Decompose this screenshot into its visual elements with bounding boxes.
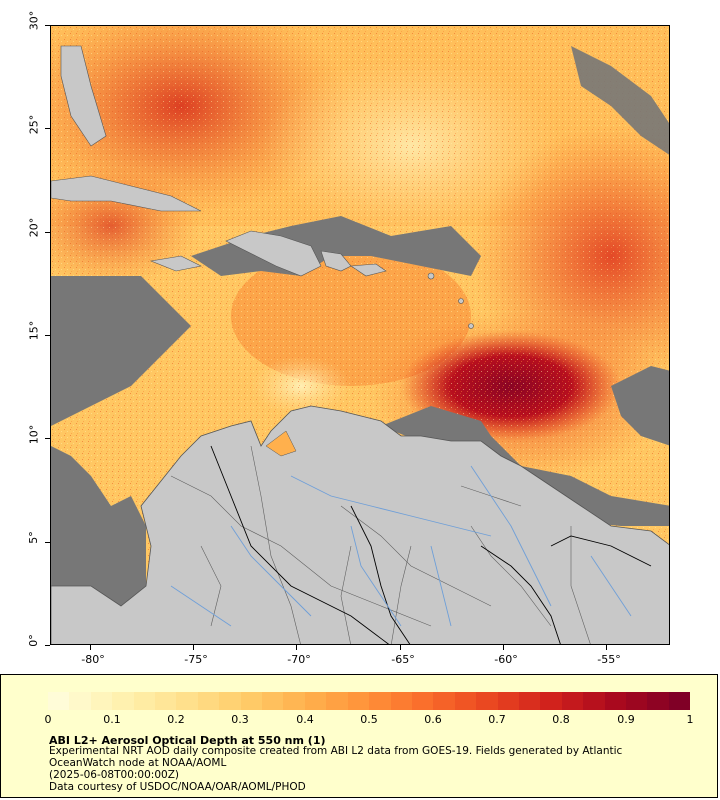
caribbean-islands <box>51 45 474 329</box>
legend-timestamp: (2025-06-08T00:00:00Z) <box>49 769 179 781</box>
colorbar-cell <box>540 692 562 710</box>
colorbar <box>48 692 691 710</box>
lat-label-10: 10° <box>27 424 41 445</box>
aod-map[interactable] <box>50 25 670 645</box>
lon-tick-mark <box>503 645 504 650</box>
colorbar-cell <box>390 692 412 710</box>
scale-tick-2: 0.2 <box>167 713 185 726</box>
lon-tick-mark <box>90 645 91 650</box>
lat-tick-mark <box>45 231 50 233</box>
lat-tick-mark <box>45 128 50 130</box>
lat-label-5: 5° <box>26 531 40 544</box>
scale-tick-1: 0.1 <box>103 713 121 726</box>
lon-label-55: -55° <box>597 653 621 666</box>
colorbar-cell <box>90 692 113 710</box>
scale-tick-9: 0.9 <box>617 713 635 726</box>
lon-tick-mark <box>606 645 607 650</box>
scale-tick-7: 0.7 <box>488 713 506 726</box>
colorbar-cell <box>48 692 70 710</box>
lon-tick-mark <box>296 645 297 650</box>
colorbar-cell <box>411 692 434 710</box>
colorbar-cell <box>476 692 498 710</box>
scale-tick-6: 0.6 <box>424 713 442 726</box>
colorbar-cell <box>625 692 648 710</box>
colorbar-cell <box>518 692 541 710</box>
lat-label-30: 30° <box>27 10 41 31</box>
colorbar-cell <box>647 692 669 710</box>
colorbar-cell <box>304 692 327 710</box>
colorbar-cell <box>176 692 198 710</box>
scale-tick-8: 0.8 <box>552 713 570 726</box>
colorbar-cell <box>133 692 156 710</box>
colorbar-cell <box>583 692 605 710</box>
legend-panel: 0 0.1 0.2 0.3 0.4 0.5 0.6 0.7 0.8 0.9 1 … <box>0 674 718 798</box>
legend-credit: Data courtesy of USDOC/NOAA/OAR/AOML/PHO… <box>49 781 306 793</box>
lon-tick-mark <box>193 645 194 650</box>
lat-label-15: 15° <box>27 320 41 341</box>
lon-tick-mark <box>400 645 401 650</box>
colorbar-cell <box>561 692 584 710</box>
lon-label-80: -80° <box>81 653 105 666</box>
lat-label-0: 0° <box>26 634 40 647</box>
scale-tick-3: 0.3 <box>231 713 249 726</box>
scale-tick-0: 0 <box>44 713 52 726</box>
colorbar-cell <box>240 692 263 710</box>
lat-tick-mark <box>45 438 50 440</box>
lon-label-60: -60° <box>494 653 518 666</box>
lon-label-70: -70° <box>287 653 311 666</box>
scale-tick-5: 0.5 <box>360 713 378 726</box>
colorbar-cell <box>112 692 134 710</box>
map-graphics <box>51 26 669 644</box>
colorbar-cell <box>219 692 241 710</box>
lon-label-75: -75° <box>184 653 208 666</box>
legend-description-2: OceanWatch node at NOAA/AOML <box>49 757 227 769</box>
colorbar-cell <box>604 692 626 710</box>
lon-label-65: -65° <box>391 653 415 666</box>
scale-tick-10: 1 <box>686 713 694 726</box>
colorbar-cell <box>262 692 284 710</box>
scale-tick-4: 0.4 <box>296 713 314 726</box>
colorbar-cell <box>369 692 391 710</box>
colorbar-cell <box>347 692 370 710</box>
colorbar-cell <box>197 692 220 710</box>
legend-title: ABI L2+ Aerosol Optical Depth at 550 nm … <box>49 734 326 747</box>
colorbar-cell <box>283 692 305 710</box>
south-america-land <box>51 405 669 644</box>
lat-label-20: 20° <box>27 217 41 238</box>
colorbar-cell <box>433 692 455 710</box>
lat-tick-mark <box>45 25 50 26</box>
lat-tick-mark <box>45 541 50 543</box>
colorbar-cell <box>454 692 477 710</box>
colorbar-cell <box>668 692 691 710</box>
colorbar-cell <box>155 692 177 710</box>
lat-tick-mark <box>45 645 50 646</box>
no-data-areas <box>51 46 669 626</box>
colorbar-cell <box>69 692 91 710</box>
legend-description-1: Experimental NRT AOD daily composite cre… <box>49 745 623 757</box>
lat-label-25: 25° <box>27 114 41 135</box>
colorbar-cell <box>326 692 348 710</box>
lat-tick-mark <box>45 335 50 336</box>
colorbar-cell <box>497 692 519 710</box>
